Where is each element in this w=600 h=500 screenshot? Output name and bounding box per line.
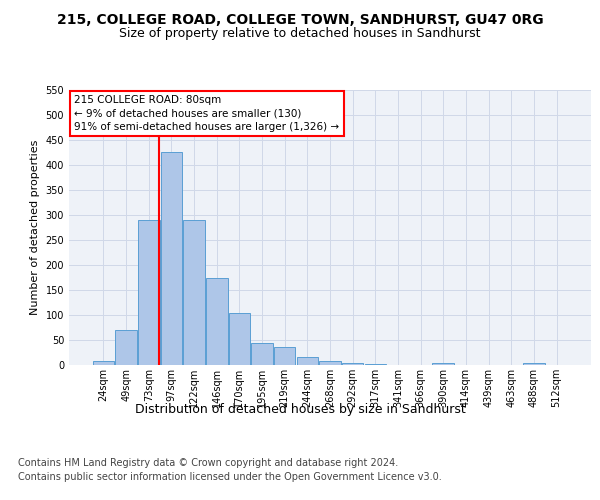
Bar (319, 360, 341, 365)
Bar (161, 152, 182, 365)
Bar (387, 364, 409, 365)
Text: Contains HM Land Registry data © Crown copyright and database right 2024.: Contains HM Land Registry data © Crown c… (18, 458, 398, 468)
Bar (206, 278, 227, 365)
Text: 215 COLLEGE ROAD: 80sqm
← 9% of detached houses are smaller (130)
91% of semi-de: 215 COLLEGE ROAD: 80sqm ← 9% of detached… (74, 96, 340, 132)
Bar (296, 357, 318, 365)
Text: Contains public sector information licensed under the Open Government Licence v3: Contains public sector information licen… (18, 472, 442, 482)
Bar (229, 312, 250, 365)
Bar (342, 362, 364, 365)
Bar (365, 364, 386, 365)
Bar (184, 220, 205, 365)
Bar (274, 346, 295, 365)
Bar (138, 220, 160, 365)
Bar (251, 343, 273, 365)
Bar (523, 363, 545, 365)
Text: Size of property relative to detached houses in Sandhurst: Size of property relative to detached ho… (119, 28, 481, 40)
Text: 215, COLLEGE ROAD, COLLEGE TOWN, SANDHURST, GU47 0RG: 215, COLLEGE ROAD, COLLEGE TOWN, SANDHUR… (56, 12, 544, 26)
Y-axis label: Number of detached properties: Number of detached properties (30, 140, 40, 315)
Text: Distribution of detached houses by size in Sandhurst: Distribution of detached houses by size … (134, 402, 466, 415)
Bar (115, 330, 137, 365)
Bar (93, 361, 114, 365)
Bar (433, 363, 454, 365)
